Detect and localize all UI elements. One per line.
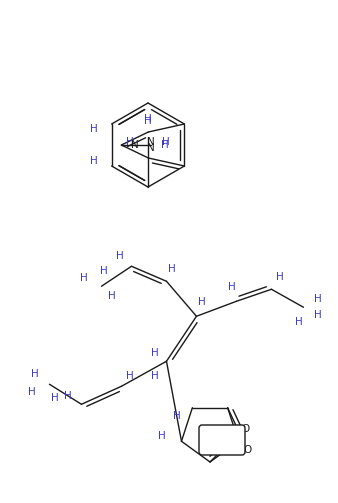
Text: H: H xyxy=(51,393,58,403)
Text: H: H xyxy=(90,156,97,166)
Text: H: H xyxy=(126,137,134,147)
Text: N: N xyxy=(147,143,155,153)
Text: H: H xyxy=(144,114,152,124)
Text: H: H xyxy=(168,264,175,274)
Text: H: H xyxy=(126,371,134,381)
Text: O: O xyxy=(242,424,250,434)
Text: N: N xyxy=(147,137,155,147)
Text: O: O xyxy=(243,445,252,455)
Text: H: H xyxy=(151,348,158,358)
Text: H: H xyxy=(198,297,206,307)
Text: H: H xyxy=(162,137,170,147)
Text: H: H xyxy=(90,124,97,134)
Text: H: H xyxy=(64,391,71,401)
Text: H: H xyxy=(314,310,321,320)
Text: Abs: Abs xyxy=(214,436,230,445)
Text: H: H xyxy=(116,252,123,261)
Text: H: H xyxy=(100,266,107,276)
Text: H: H xyxy=(173,411,181,421)
Text: H: H xyxy=(79,273,87,283)
Text: H: H xyxy=(144,116,152,126)
Text: H: H xyxy=(227,282,235,292)
Text: H: H xyxy=(28,387,35,397)
Text: H: H xyxy=(314,294,321,304)
Text: H: H xyxy=(31,369,38,379)
Text: H: H xyxy=(275,272,283,282)
Text: H: H xyxy=(151,371,158,381)
Text: H: H xyxy=(107,291,115,301)
Text: H: H xyxy=(158,431,165,441)
Text: H: H xyxy=(162,140,169,150)
Text: N: N xyxy=(131,140,139,150)
FancyBboxPatch shape xyxy=(199,425,245,455)
Text: H: H xyxy=(295,317,303,327)
